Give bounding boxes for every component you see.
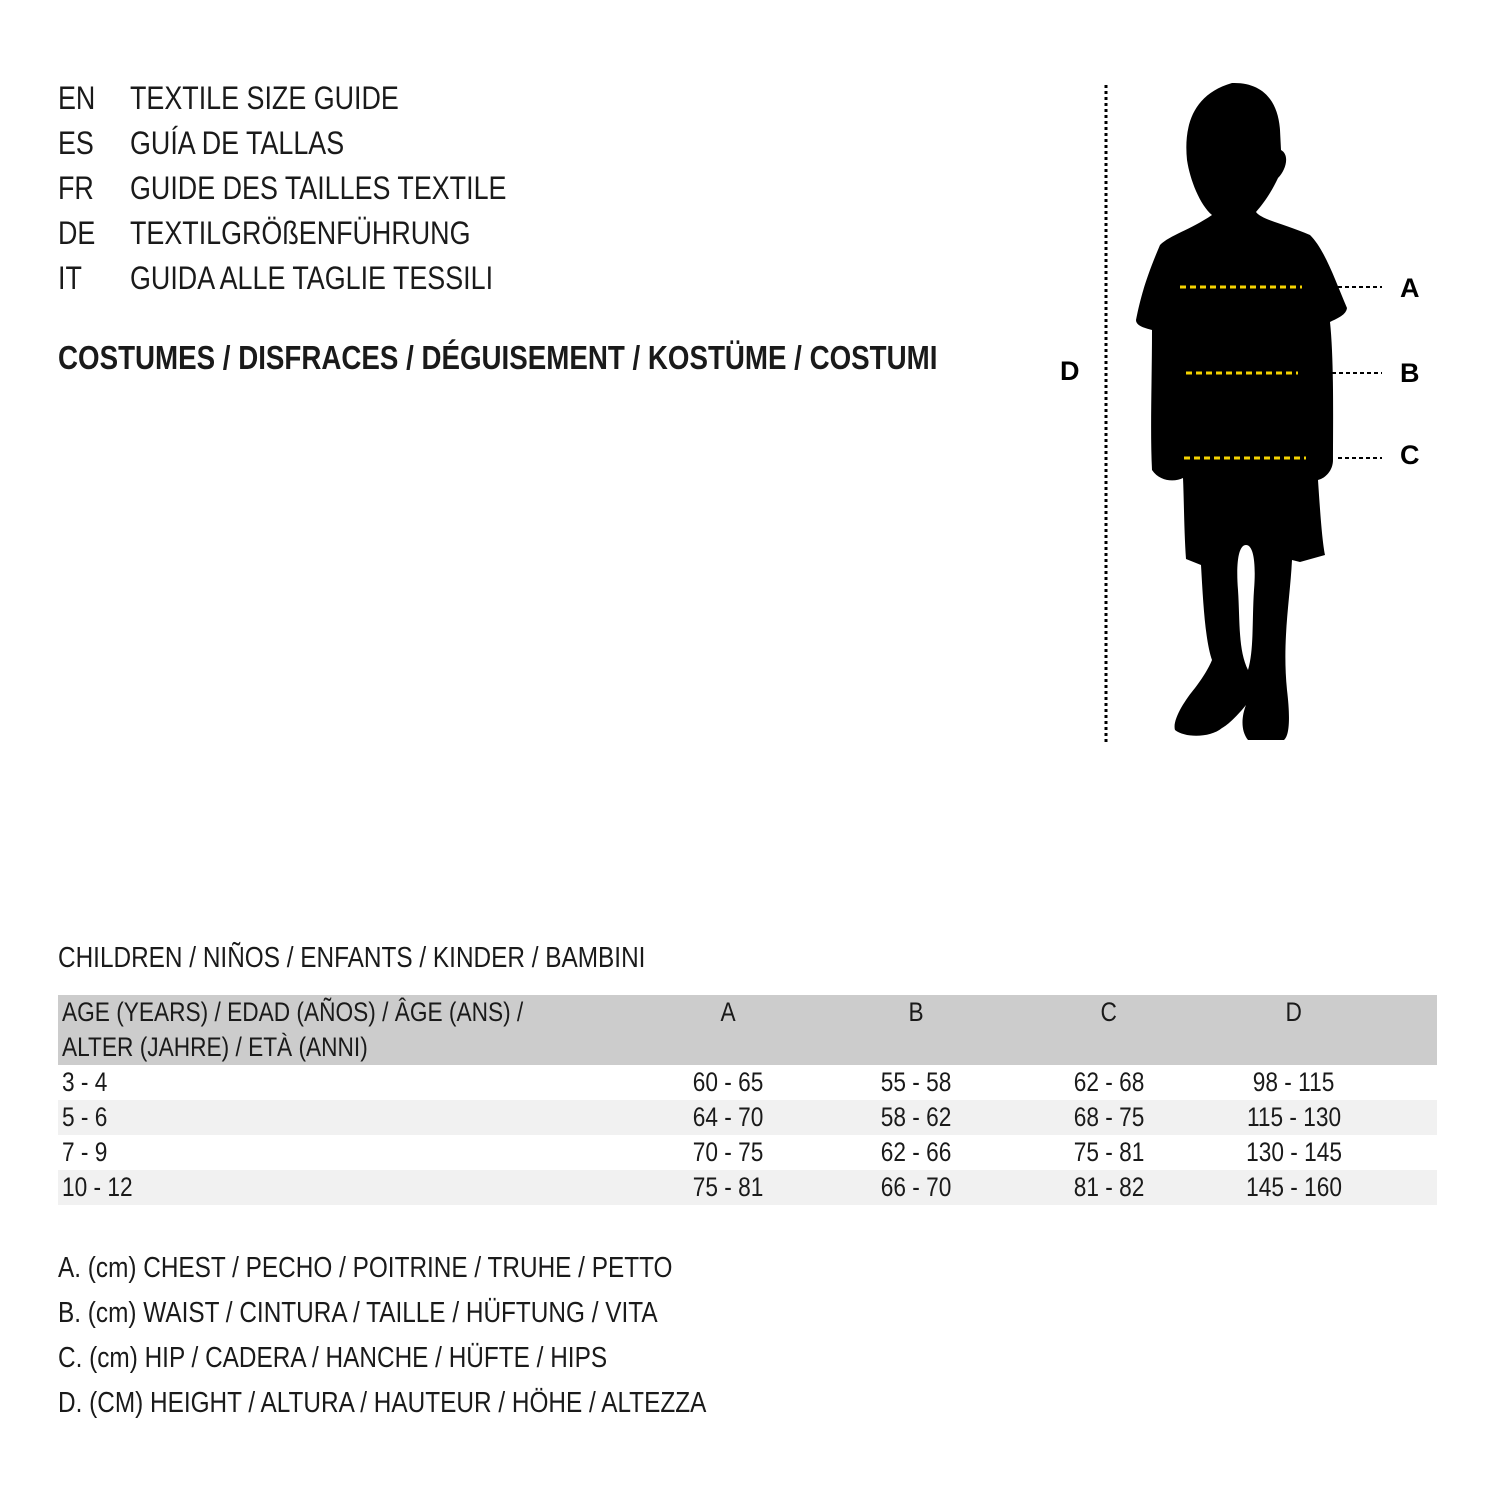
lang-code: ES	[58, 125, 94, 161]
cell-age: 3 - 4	[62, 1067, 108, 1097]
cell-b: 66 - 70	[880, 1172, 952, 1202]
cell-a: 75 - 81	[692, 1172, 764, 1202]
cell-a: 70 - 75	[692, 1137, 764, 1167]
table-header-row: AGE (YEARS) / EDAD (AÑOS) / ÂGE (ANS) / A…	[58, 995, 1437, 1065]
cell-b: 58 - 62	[880, 1102, 952, 1132]
table-title-text: CHILDREN / NIÑOS / ENFANTS / KINDER / BA…	[58, 942, 646, 974]
header-age-line1: AGE (YEARS) / EDAD (AÑOS) / ÂGE (ANS) /	[62, 997, 524, 1027]
cell-a: 60 - 65	[692, 1067, 764, 1097]
label-a: A	[1400, 273, 1420, 303]
lang-title: GUIDA ALLE TAGLIE TESSILI	[130, 260, 494, 296]
label-d: D	[1060, 356, 1080, 386]
lang-code: IT	[58, 260, 82, 296]
lang-title: TEXTILGRÖßENFÜHRUNG	[130, 215, 471, 251]
lang-code: DE	[58, 215, 96, 251]
cell-c: 75 - 81	[1073, 1137, 1145, 1167]
table-row: 3 - 4 60 - 65 55 - 58 62 - 68 98 - 115	[58, 1065, 1437, 1100]
legend-c: C. (cm) HIP / CADERA / HANCHE / HÜFTE / …	[58, 1342, 608, 1374]
header-age-line2: ALTER (JAHRE) / ETÀ (ANNI)	[62, 1032, 368, 1062]
cell-d: 130 - 145	[1246, 1137, 1342, 1167]
cell-age: 5 - 6	[62, 1102, 108, 1132]
lang-title: GUÍA DE TALLAS	[130, 125, 345, 161]
label-c: C	[1400, 440, 1420, 470]
table-row: 7 - 9 70 - 75 62 - 66 75 - 81 130 - 145	[58, 1135, 1437, 1170]
cell-d: 98 - 115	[1253, 1067, 1335, 1097]
category-heading: COSTUMES / DISFRACES / DÉGUISEMENT / KOS…	[58, 338, 1105, 378]
cell-d: 145 - 160	[1246, 1172, 1342, 1202]
size-table: AGE (YEARS) / EDAD (AÑOS) / ÂGE (ANS) / A…	[58, 995, 1437, 1205]
cell-age: 10 - 12	[62, 1172, 133, 1202]
lang-title: TEXTILE SIZE GUIDE	[130, 80, 399, 116]
cell-age: 7 - 9	[62, 1137, 108, 1167]
table-title: CHILDREN / NIÑOS / ENFANTS / KINDER / BA…	[58, 940, 757, 976]
legend-a: A. (cm) CHEST / PECHO / POITRINE / TRUHE…	[58, 1252, 673, 1284]
label-b: B	[1400, 358, 1420, 388]
header-d: D	[1285, 997, 1303, 1027]
header-a: A	[720, 997, 736, 1027]
table-row: 10 - 12 75 - 81 66 - 70 81 - 82 145 - 160	[58, 1170, 1437, 1205]
size-diagram: D A B C	[1060, 82, 1420, 742]
table-row: 5 - 6 64 - 70 58 - 62 68 - 75 115 - 130	[58, 1100, 1437, 1135]
legend-d: D. (CM) HEIGHT / ALTURA / HAUTEUR / HÖHE…	[58, 1387, 707, 1419]
cell-d: 115 - 130	[1246, 1102, 1342, 1132]
cell-b: 55 - 58	[880, 1067, 952, 1097]
lang-code: EN	[58, 80, 96, 116]
cell-c: 81 - 82	[1073, 1172, 1145, 1202]
cell-c: 62 - 68	[1073, 1067, 1145, 1097]
header-b: B	[908, 997, 924, 1027]
cell-c: 68 - 75	[1073, 1102, 1145, 1132]
cell-a: 64 - 70	[692, 1102, 764, 1132]
legend-b: B. (cm) WAIST / CINTURA / TAILLE / HÜFTU…	[58, 1297, 658, 1329]
header-age: AGE (YEARS) / EDAD (AÑOS) / ÂGE (ANS) / A…	[58, 995, 630, 1065]
header-c: C	[1100, 997, 1118, 1027]
lang-title: GUIDE DES TAILLES TEXTILE	[130, 170, 507, 206]
category-text: COSTUMES / DISFRACES / DÉGUISEMENT / KOS…	[58, 339, 938, 376]
cell-b: 62 - 66	[880, 1137, 952, 1167]
lang-code: FR	[58, 170, 94, 206]
child-silhouette	[1136, 82, 1347, 741]
